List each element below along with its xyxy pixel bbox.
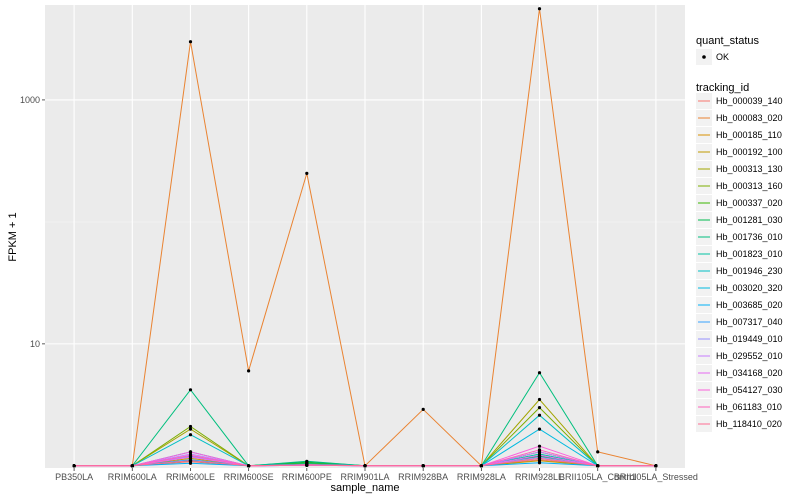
y-tick-label: 1000 [20, 95, 40, 105]
data-point-Hb_000313_130-RRIM600LE [188, 427, 193, 431]
x-tick-label: RRIM928LE [515, 472, 564, 482]
legend-title-tracking-id: tracking_id [696, 82, 749, 94]
data-point-Hb_000083_020-RRIM928BA [421, 407, 425, 411]
x-tick-label: RRIM600LA [108, 472, 157, 482]
data-point-Hb_000083_020-RRIM600PE [305, 171, 309, 175]
data-point-Hb_000083_020-RRIM928LE [537, 7, 542, 11]
legend-label-tracking-id: Hb_001281_030 [716, 215, 783, 225]
data-point-Hb_118410_020-PB350LA [72, 464, 76, 468]
legend-label-tracking-id: Hb_003685_020 [716, 300, 783, 310]
x-tick-label: RRIM600LE [166, 472, 215, 482]
data-point-Hb_001736_010-RRIM600PE [305, 459, 309, 463]
data-point-Hb_118410_020-RRIM600LE [188, 459, 193, 463]
x-axis: PB350LA RRIM600LA RRIM600LE RRIM600SE RRIM60… [55, 468, 698, 482]
x-axis-label: sample_name [330, 482, 399, 494]
data-point-Hb_118410_020-RRIM928LA [479, 464, 483, 468]
x-tick-label: RRIM901LA [340, 472, 389, 482]
legend-tracking-id-entries: Hb_000039_140 Hb_000083_020 Hb_000185_110 H… [696, 93, 783, 432]
legend-title-quant-status: quant_status [696, 35, 759, 47]
data-point-Hb_000083_020-RRIM600LE [188, 40, 193, 44]
legend-quant-status-entries: OK [696, 49, 729, 65]
data-point-Hb_118410_020-RRIM600PE [305, 463, 309, 467]
data-point-Hb_061183_010-RRIM928LE [537, 448, 542, 452]
x-tick-label: RRIM928BA [398, 472, 448, 482]
legend-label-tracking-id: Hb_000192_100 [716, 147, 783, 157]
legend-label-tracking-id: Hb_029552_010 [716, 351, 783, 361]
data-point-Hb_118410_020-BRII105LA_Stressed [654, 464, 658, 468]
data-point-Hb_000313_160-RRIM928LE [537, 406, 542, 410]
y-axis-label: FPKM + 1 [7, 212, 19, 261]
data-point-Hb_118410_020-BRII105LA_Control [596, 464, 600, 468]
x-tick-label: RRIM600SE [224, 472, 274, 482]
data-point-Hb_118410_020-RRIM901LA [363, 464, 367, 468]
legend-label-tracking-id: Hb_054127_030 [716, 385, 783, 395]
data-point-Hb_003685_020-RRIM928LE [537, 461, 542, 465]
legend-label-tracking-id: Hb_118410_020 [716, 419, 782, 429]
x-tick-label: BRII105LA_Control [559, 472, 637, 482]
data-point-Hb_118410_020-RRIM928LE [537, 456, 542, 460]
data-point-Hb_054127_030-RRIM600LE [188, 450, 193, 454]
data-point-Hb_000313_160-RRIM600LE [188, 424, 193, 429]
data-point-Hb_000083_020-BRII105LA_Control [596, 450, 600, 454]
y-tick-label: 10 [30, 339, 40, 349]
legend-label-tracking-id: Hb_003020_320 [716, 283, 783, 293]
legend: quant_status OK tracking_id Hb_000039_14… [696, 35, 783, 432]
data-point-Hb_000313_130-RRIM928LE [537, 397, 542, 402]
legend-label-tracking-id: Hb_019449_010 [716, 334, 783, 344]
x-tick-label: RRIM928LA [457, 472, 506, 482]
y-axis: 10 1000 [20, 95, 45, 349]
data-point-Hb_000083_020-RRIM600SE [247, 369, 251, 373]
data-point-Hb_054127_030-RRIM928LE [537, 444, 542, 448]
data-point-Hb_118410_020-RRIM928BA [421, 464, 425, 468]
x-tick-label: RRIM600PE [282, 472, 332, 482]
data-point-Hb_001946_230-RRIM928LE [537, 413, 542, 417]
legend-label-tracking-id: Hb_034168_020 [716, 368, 783, 378]
legend-label-tracking-id: Hb_000039_140 [716, 96, 783, 106]
data-point-Hb_118410_020-RRIM600SE [247, 464, 251, 468]
data-point-Hb_003685_020-RRIM600LE [188, 461, 193, 465]
legend-label-tracking-id: Hb_001736_010 [716, 232, 783, 242]
grid-lines [45, 5, 685, 468]
data-point-Hb_001946_230-RRIM600LE [188, 433, 193, 437]
data-point-Hb_001736_010-RRIM928LE [537, 371, 542, 375]
legend-label-tracking-id: Hb_001823_010 [716, 249, 783, 259]
data-point-Hb_034168_020-RRIM928LE [537, 453, 542, 457]
legend-label-quant-status: OK [716, 52, 729, 62]
points-layer [72, 7, 658, 468]
legend-label-tracking-id: Hb_000083_020 [716, 113, 783, 123]
legend-label-tracking-id: Hb_000185_110 [716, 130, 782, 140]
data-point-Hb_003020_320-RRIM928LE [537, 427, 542, 431]
legend-label-tracking-id: Hb_000313_130 [716, 164, 783, 174]
data-point-Hb_061183_010-RRIM600LE [188, 453, 193, 457]
legend-label-tracking-id: Hb_001946_230 [716, 266, 783, 276]
legend-key-point [702, 55, 706, 59]
x-tick-label: BRII105LA_Stressed [614, 472, 698, 482]
legend-label-tracking-id: Hb_007317_040 [716, 317, 783, 327]
legend-label-tracking-id: Hb_000313_160 [716, 181, 783, 191]
x-tick-label: PB350LA [55, 472, 93, 482]
legend-label-tracking-id: Hb_061183_010 [716, 402, 782, 412]
data-point-Hb_118410_020-RRIM600LA [130, 464, 134, 468]
legend-label-tracking-id: Hb_000337_020 [716, 198, 783, 208]
data-point-Hb_001736_010-RRIM600LE [188, 388, 193, 392]
